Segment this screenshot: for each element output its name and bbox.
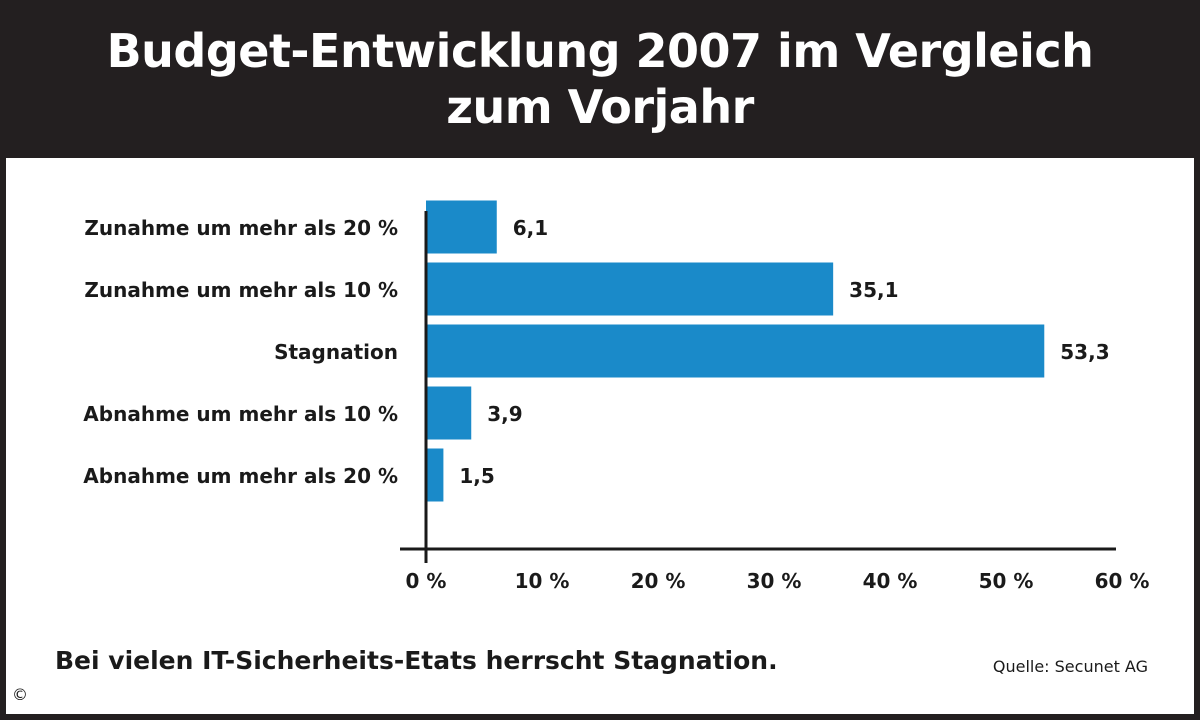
category-label-5: Abnahme um mehr als 20 %: [83, 464, 398, 488]
bar-3: [426, 324, 1045, 378]
value-label-4: 3,9: [487, 402, 522, 426]
bar-5: [426, 448, 444, 502]
value-label-1: 6,1: [513, 216, 548, 240]
value-label-3: 53,3: [1060, 340, 1109, 364]
source-note: Quelle: Secunet AG: [992, 657, 1148, 676]
bar-chart: Zunahme um mehr als 20 % 6,1 Zunahme um me…: [83, 200, 1150, 593]
x-tick-label-0: 0 %: [406, 569, 447, 593]
chart-caption: Bei vielen IT-Sicherheits-Etats herrscht…: [55, 646, 778, 675]
bar-4: [426, 386, 472, 440]
category-label-1: Zunahme um mehr als 20 %: [84, 216, 398, 240]
x-tick-label-10: 10 %: [515, 569, 570, 593]
x-tick-label-60: 60 %: [1095, 569, 1150, 593]
chart-title-line-2: zum Vorjahr: [446, 80, 754, 134]
bar-1: [426, 200, 497, 254]
x-tick-label-20: 20 %: [631, 569, 686, 593]
bar-2: [426, 262, 834, 316]
category-label-4: Abnahme um mehr als 10 %: [83, 402, 398, 426]
title-banner: Budget-Entwicklung 2007 im Vergleich zum…: [0, 0, 1200, 158]
copyright-icon: ©: [12, 685, 28, 704]
chart-title-line-1: Budget-Entwicklung 2007 im Vergleich: [106, 24, 1094, 78]
value-label-5: 1,5: [459, 464, 494, 488]
value-label-2: 35,1: [849, 278, 898, 302]
category-label-3: Stagnation: [274, 340, 398, 364]
x-tick-label-50: 50 %: [979, 569, 1034, 593]
x-tick-label-40: 40 %: [863, 569, 918, 593]
category-label-2: Zunahme um mehr als 10 %: [84, 278, 398, 302]
x-tick-label-30: 30 %: [747, 569, 802, 593]
